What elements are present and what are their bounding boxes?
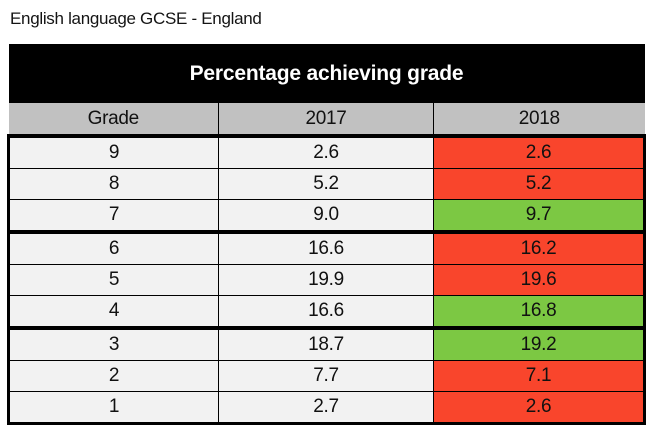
table-banner-row: Percentage achieving grade [8,44,645,103]
value-2017-cell: 18.7 [218,327,434,361]
table-row-grade-1: 1 2.7 2.6 [7,391,646,425]
table-row-grade-7: 7 9.0 9.7 [7,199,646,234]
column-header-grade: Grade [8,103,219,138]
value-2018-cell: 16.2 [433,231,646,265]
grade-cell: 1 [7,391,219,425]
column-header-row: Grade 2017 2018 [8,103,645,138]
value-2017-cell: 5.2 [218,168,434,200]
value-2018-cell: 5.2 [433,168,646,200]
column-header-2017: 2017 [218,103,434,138]
grade-cell: 7 [7,199,219,234]
table-row-grade-8: 8 5.2 5.2 [7,168,646,200]
table-row-grade-9: 9 2.6 2.6 [7,135,646,169]
grade-cell: 6 [7,231,219,265]
page-title: English language GCSE - England [10,9,262,28]
value-2017-cell: 2.6 [218,135,434,169]
table-banner-title: Percentage achieving grade [8,44,645,103]
grade-cell: 4 [7,295,219,330]
grade-cell: 2 [7,360,219,392]
table-row-grade-6: 6 16.6 16.2 [7,231,646,265]
grade-cell: 8 [7,168,219,200]
table-row-grade-2: 2 7.7 7.1 [7,360,646,392]
value-2017-cell: 16.6 [218,295,434,330]
value-2017-cell: 16.6 [218,231,434,265]
table-row-grade-5: 5 19.9 19.6 [7,264,646,296]
grade-cell: 9 [7,135,219,169]
grades-table-body: 9 2.6 2.6 8 5.2 5.2 7 9.0 9.7 6 16.6 16.2 5 19.9 19.6 4… [7,135,646,425]
table-row-grade-4: 4 16.6 16.8 [7,295,646,330]
value-2018-cell: 9.7 [433,199,646,234]
table-row-grade-3: 3 18.7 19.2 [7,327,646,361]
value-2017-cell: 2.7 [218,391,434,425]
grades-table: Percentage achieving grade Grade 2017 20… [7,44,646,425]
grade-cell: 5 [7,264,219,296]
value-2017-cell: 7.7 [218,360,434,392]
value-2017-cell: 19.9 [218,264,434,296]
value-2018-cell: 2.6 [433,135,646,169]
value-2018-cell: 19.2 [433,327,646,361]
value-2018-cell: 2.6 [433,391,646,425]
value-2018-cell: 16.8 [433,295,646,330]
value-2017-cell: 9.0 [218,199,434,234]
value-2018-cell: 7.1 [433,360,646,392]
column-header-2018: 2018 [433,103,645,138]
grade-cell: 3 [7,327,219,361]
value-2018-cell: 19.6 [433,264,646,296]
